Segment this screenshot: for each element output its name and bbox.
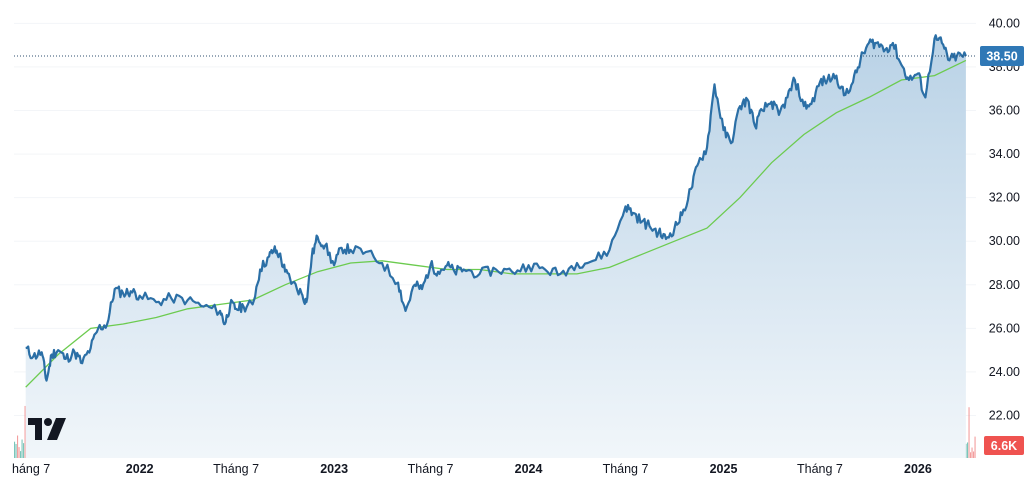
y-tick-label: 26.00 (989, 321, 1020, 335)
x-tick-label: Tháng 7 (213, 462, 259, 476)
x-tick-label: Tháng 7 (408, 462, 454, 476)
x-tick-label: Tháng 7 (797, 462, 843, 476)
volume-bar (966, 442, 969, 458)
price-axis[interactable]: 40.0038.0036.0034.0032.0030.0028.0026.00… (989, 16, 1020, 422)
y-tick-label: 40.00 (989, 16, 1020, 30)
volume-bar (21, 439, 23, 458)
volume-bar (972, 451, 975, 458)
volume-bar (971, 447, 973, 458)
x-tick-label: 2024 (515, 462, 543, 476)
x-tick-label: 2026 (904, 462, 932, 476)
volume-bar (18, 447, 20, 458)
x-tick-label: Tháng 7 (603, 462, 649, 476)
volume-label: 6.6K (991, 439, 1017, 453)
x-tick-label: 2022 (126, 462, 154, 476)
x-tick-label: háng 7 (12, 462, 50, 476)
last-price-badge: 38.50 (980, 46, 1024, 67)
volume-bar (965, 443, 967, 458)
volume-bar (969, 452, 972, 458)
volume-bar (15, 443, 17, 458)
price-area (25, 35, 966, 459)
last-price-label: 38.50 (986, 50, 1017, 64)
x-tick-label: 2025 (710, 462, 738, 476)
volume-badge: 6.6K (984, 436, 1024, 455)
volume-bar (20, 451, 22, 458)
y-tick-label: 24.00 (989, 365, 1020, 379)
volume-bar (974, 436, 976, 458)
x-tick-label: 2023 (320, 462, 348, 476)
series-layer (25, 34, 967, 459)
volume-bar (24, 405, 26, 458)
time-axis[interactable]: háng 7 2022 Tháng 7 2023 Tháng 7 2024 Tháng 7 2… (12, 462, 932, 476)
y-tick-label: 28.00 (989, 278, 1020, 292)
y-tick-label: 22.00 (989, 409, 1020, 423)
price-line (25, 34, 967, 382)
tradingview-logo-icon[interactable] (28, 418, 66, 440)
y-tick-label: 30.00 (989, 234, 1020, 248)
volume-bar (14, 441, 16, 458)
volume-bar (968, 407, 970, 458)
y-tick-label: 32.00 (989, 191, 1020, 205)
moving-average-line (25, 59, 967, 388)
y-tick-label: 36.00 (989, 104, 1020, 118)
volume-bar (17, 435, 19, 458)
volume-bar (23, 443, 25, 458)
y-tick-label: 34.00 (989, 147, 1020, 161)
